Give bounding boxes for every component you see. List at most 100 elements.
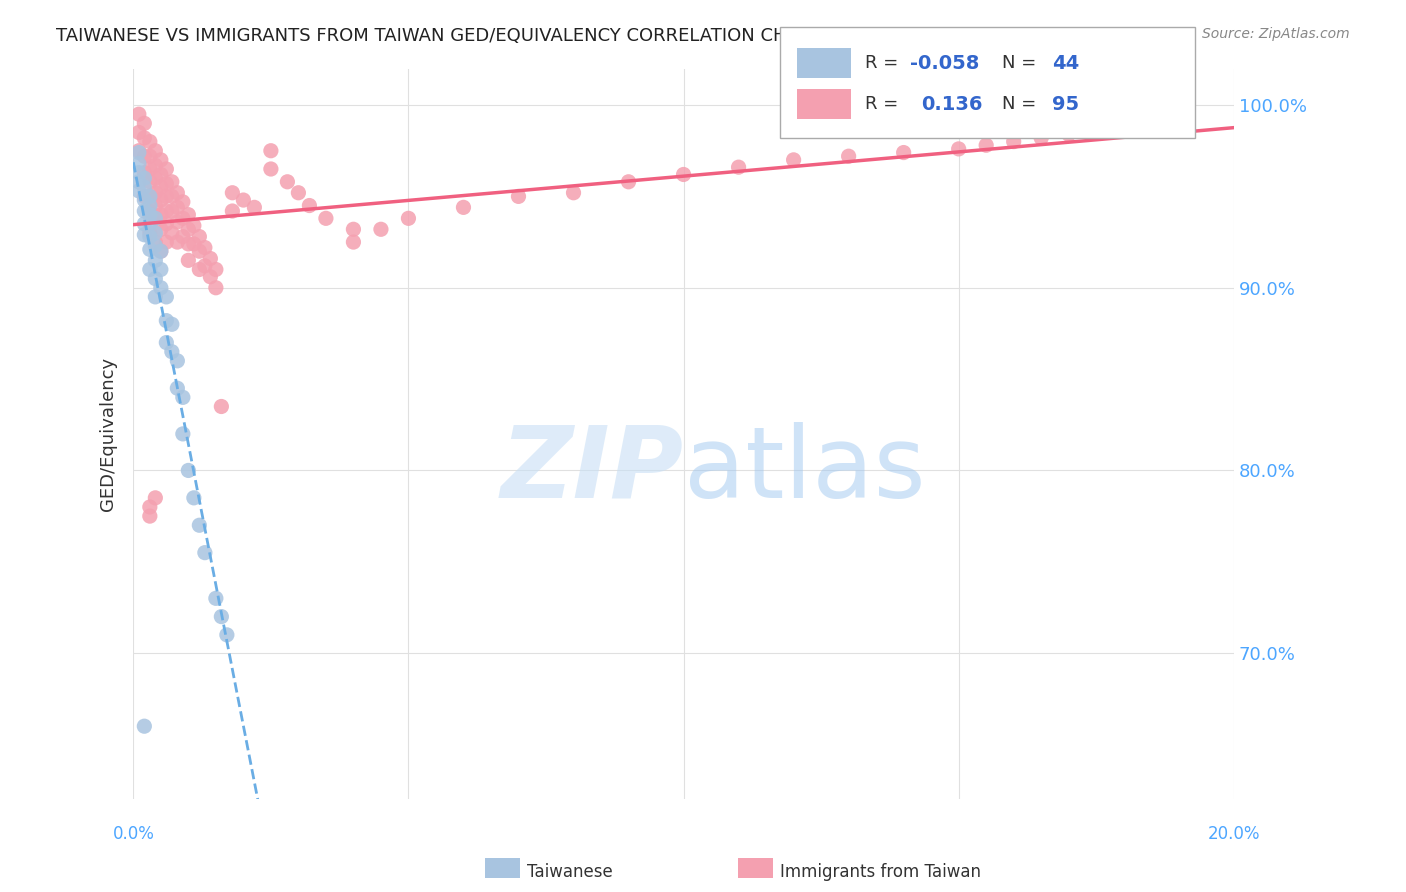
Text: Source: ZipAtlas.com: Source: ZipAtlas.com bbox=[1202, 27, 1350, 41]
Point bbox=[172, 426, 194, 441]
Point bbox=[139, 262, 162, 277]
Point bbox=[134, 149, 156, 163]
Point bbox=[948, 142, 970, 156]
Point bbox=[287, 186, 309, 200]
Point bbox=[276, 175, 298, 189]
Text: ZIP: ZIP bbox=[501, 422, 683, 519]
Point bbox=[893, 145, 915, 160]
Point bbox=[194, 241, 217, 255]
Point bbox=[143, 211, 166, 226]
Point bbox=[243, 200, 266, 214]
Point bbox=[128, 125, 150, 139]
Point bbox=[149, 222, 172, 236]
Point bbox=[149, 262, 172, 277]
Point bbox=[128, 145, 150, 160]
Point bbox=[298, 198, 321, 212]
Point bbox=[166, 235, 188, 249]
Point bbox=[149, 208, 172, 222]
Point bbox=[188, 262, 211, 277]
Point bbox=[139, 243, 162, 257]
Point bbox=[453, 200, 475, 214]
Text: 95: 95 bbox=[1052, 95, 1078, 114]
Point bbox=[128, 175, 150, 189]
Point bbox=[205, 281, 228, 295]
Point bbox=[149, 281, 172, 295]
Point bbox=[221, 186, 243, 200]
Point bbox=[508, 189, 530, 203]
Point bbox=[155, 290, 177, 304]
Point bbox=[172, 390, 194, 404]
Point bbox=[143, 211, 166, 226]
Point bbox=[1057, 128, 1080, 142]
Point bbox=[134, 189, 156, 203]
Text: 0.0%: 0.0% bbox=[112, 825, 155, 843]
Point bbox=[188, 518, 211, 533]
Point bbox=[139, 135, 162, 149]
Point bbox=[128, 166, 150, 180]
Point bbox=[149, 193, 172, 207]
Point bbox=[143, 158, 166, 172]
Text: N =: N = bbox=[1002, 95, 1042, 113]
Point bbox=[160, 189, 183, 203]
Point bbox=[139, 198, 162, 212]
Point bbox=[838, 149, 860, 163]
Point bbox=[139, 204, 162, 219]
Point bbox=[183, 219, 205, 233]
Point bbox=[143, 144, 166, 158]
Point bbox=[128, 107, 150, 121]
Text: R =: R = bbox=[865, 54, 904, 72]
Point bbox=[1031, 131, 1053, 145]
Point bbox=[194, 259, 217, 273]
Point bbox=[177, 236, 200, 251]
Point bbox=[155, 217, 177, 231]
Point bbox=[143, 226, 166, 240]
Point bbox=[974, 138, 997, 153]
Text: N =: N = bbox=[1002, 54, 1042, 72]
Point bbox=[155, 204, 177, 219]
Point bbox=[139, 189, 162, 203]
Point bbox=[155, 177, 177, 191]
Point bbox=[177, 253, 200, 268]
Point bbox=[149, 168, 172, 182]
Point bbox=[160, 175, 183, 189]
Point bbox=[143, 186, 166, 200]
Point bbox=[205, 262, 228, 277]
Point bbox=[143, 491, 166, 505]
Point bbox=[166, 215, 188, 229]
Point bbox=[139, 208, 162, 222]
Text: TAIWANESE VS IMMIGRANTS FROM TAIWAN GED/EQUIVALENCY CORRELATION CHART: TAIWANESE VS IMMIGRANTS FROM TAIWAN GED/… bbox=[56, 27, 821, 45]
Point bbox=[177, 463, 200, 477]
Point bbox=[139, 149, 162, 163]
Point bbox=[232, 193, 254, 207]
Point bbox=[1002, 135, 1025, 149]
Point bbox=[143, 271, 166, 285]
Point bbox=[139, 175, 162, 189]
Point bbox=[166, 381, 188, 395]
Point bbox=[160, 318, 183, 332]
Point bbox=[200, 269, 222, 284]
Point bbox=[315, 211, 337, 226]
Point bbox=[166, 354, 188, 368]
Point bbox=[370, 222, 392, 236]
Point bbox=[134, 180, 156, 194]
Point bbox=[188, 244, 211, 259]
Point bbox=[139, 226, 162, 240]
Point bbox=[143, 238, 166, 252]
Text: Taiwanese: Taiwanese bbox=[527, 863, 613, 881]
Point bbox=[177, 208, 200, 222]
Point bbox=[205, 591, 228, 606]
Point bbox=[134, 116, 156, 130]
Point bbox=[134, 171, 156, 186]
Point bbox=[342, 235, 364, 249]
Point bbox=[672, 168, 695, 182]
Point bbox=[166, 186, 188, 200]
Point bbox=[617, 175, 640, 189]
Point bbox=[149, 244, 172, 259]
Point bbox=[183, 236, 205, 251]
Point bbox=[782, 153, 804, 167]
Text: R =: R = bbox=[865, 95, 910, 113]
Point bbox=[139, 509, 162, 524]
Point bbox=[143, 171, 166, 186]
Point bbox=[134, 193, 156, 207]
Point bbox=[398, 211, 420, 226]
